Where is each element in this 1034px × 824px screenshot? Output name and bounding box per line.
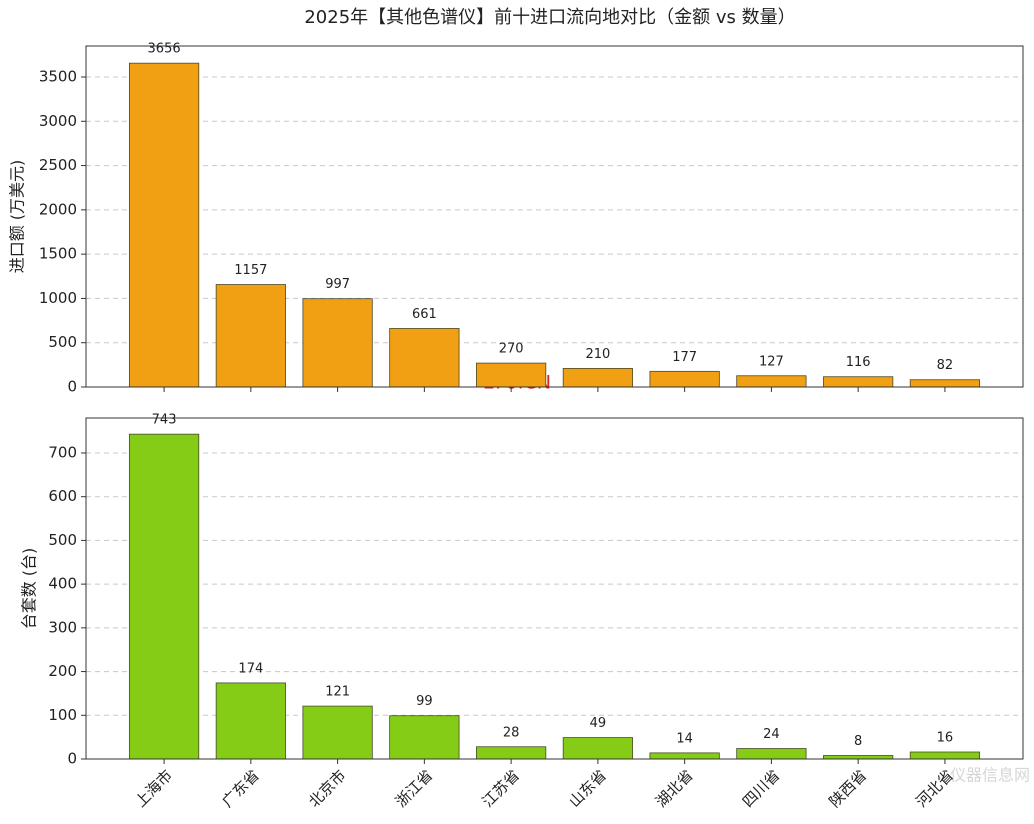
y-tick-label: 0 <box>67 378 77 396</box>
y-tick-label: 500 <box>48 531 77 549</box>
value-label: 174 <box>238 661 263 676</box>
x-tick-label: 陕西省 <box>826 766 871 811</box>
y-tick-label: 0 <box>67 750 77 768</box>
bar <box>302 298 373 388</box>
bar <box>823 376 894 388</box>
value-label: 177 <box>672 350 697 365</box>
bar <box>649 370 720 388</box>
y-tick-label: 700 <box>48 443 77 461</box>
value-label: 270 <box>499 342 524 357</box>
bar <box>215 682 286 760</box>
value-label: 743 <box>152 413 177 428</box>
bar <box>736 748 807 760</box>
y-tick-label: 1000 <box>39 289 77 307</box>
bar <box>302 705 373 760</box>
bar <box>215 284 286 388</box>
x-tick-label: 江苏省 <box>479 766 524 811</box>
x-tick-label: 北京市 <box>305 766 350 811</box>
value-label: 997 <box>325 277 350 292</box>
value-label: 82 <box>937 358 954 373</box>
plot-frame <box>85 45 1024 388</box>
y-tick-label: 2000 <box>39 200 77 218</box>
value-label: 16 <box>937 731 954 746</box>
y-tick-label: 200 <box>48 662 77 680</box>
y-tick-label: 600 <box>48 487 77 505</box>
bar <box>823 755 894 760</box>
value-label: 28 <box>503 725 520 740</box>
bar <box>562 367 633 388</box>
value-label: 127 <box>759 354 784 369</box>
bar <box>128 433 200 760</box>
x-tick-label: 上海市 <box>132 766 177 811</box>
value-label: 121 <box>325 685 350 700</box>
bar <box>128 62 200 388</box>
x-tick-label: 湖北省 <box>652 766 697 811</box>
y-tick-label: 1500 <box>39 245 77 263</box>
bar <box>389 715 460 760</box>
y-axis-label: 进口额 (万美元) <box>8 160 27 274</box>
x-tick-label: 浙江省 <box>392 766 437 811</box>
y-tick-label: 3000 <box>39 112 77 130</box>
value-label: 49 <box>590 716 607 731</box>
y-tick-label: 3500 <box>39 68 77 86</box>
value-label: 99 <box>416 694 433 709</box>
value-label: 14 <box>676 731 693 746</box>
value-label: 24 <box>763 727 780 742</box>
bar <box>909 379 981 388</box>
value-label: 1157 <box>234 263 267 278</box>
plot-frame <box>85 417 1024 760</box>
value-label: 116 <box>846 355 871 370</box>
x-tick-label: 山东省 <box>565 766 610 811</box>
bar <box>389 328 460 388</box>
figure-title: 2025年【其他色谱仪】前十进口流向地对比（金额 vs 数量） <box>304 7 795 28</box>
value-label: 210 <box>585 347 610 362</box>
y-tick-label: 400 <box>48 575 77 593</box>
x-tick-label: 广东省 <box>218 766 263 811</box>
value-label: 8 <box>854 734 862 749</box>
bar <box>476 362 547 388</box>
bar <box>476 746 547 760</box>
y-tick-label: 500 <box>48 333 77 351</box>
x-tick-label: 河北省 <box>912 766 957 811</box>
y-tick-label: 2500 <box>39 156 77 174</box>
y-axis-label: 台套数 (台) <box>20 548 39 630</box>
y-tick-label: 100 <box>48 706 77 724</box>
x-tick-label: 四川省 <box>739 766 784 811</box>
value-label: 661 <box>412 307 437 322</box>
y-tick-label: 300 <box>48 618 77 636</box>
bar <box>909 751 981 760</box>
bar <box>736 375 807 388</box>
bar <box>562 737 633 760</box>
bar <box>649 752 720 760</box>
value-label: 3656 <box>148 42 181 57</box>
watermark: 仪器信息网 <box>950 766 1030 785</box>
